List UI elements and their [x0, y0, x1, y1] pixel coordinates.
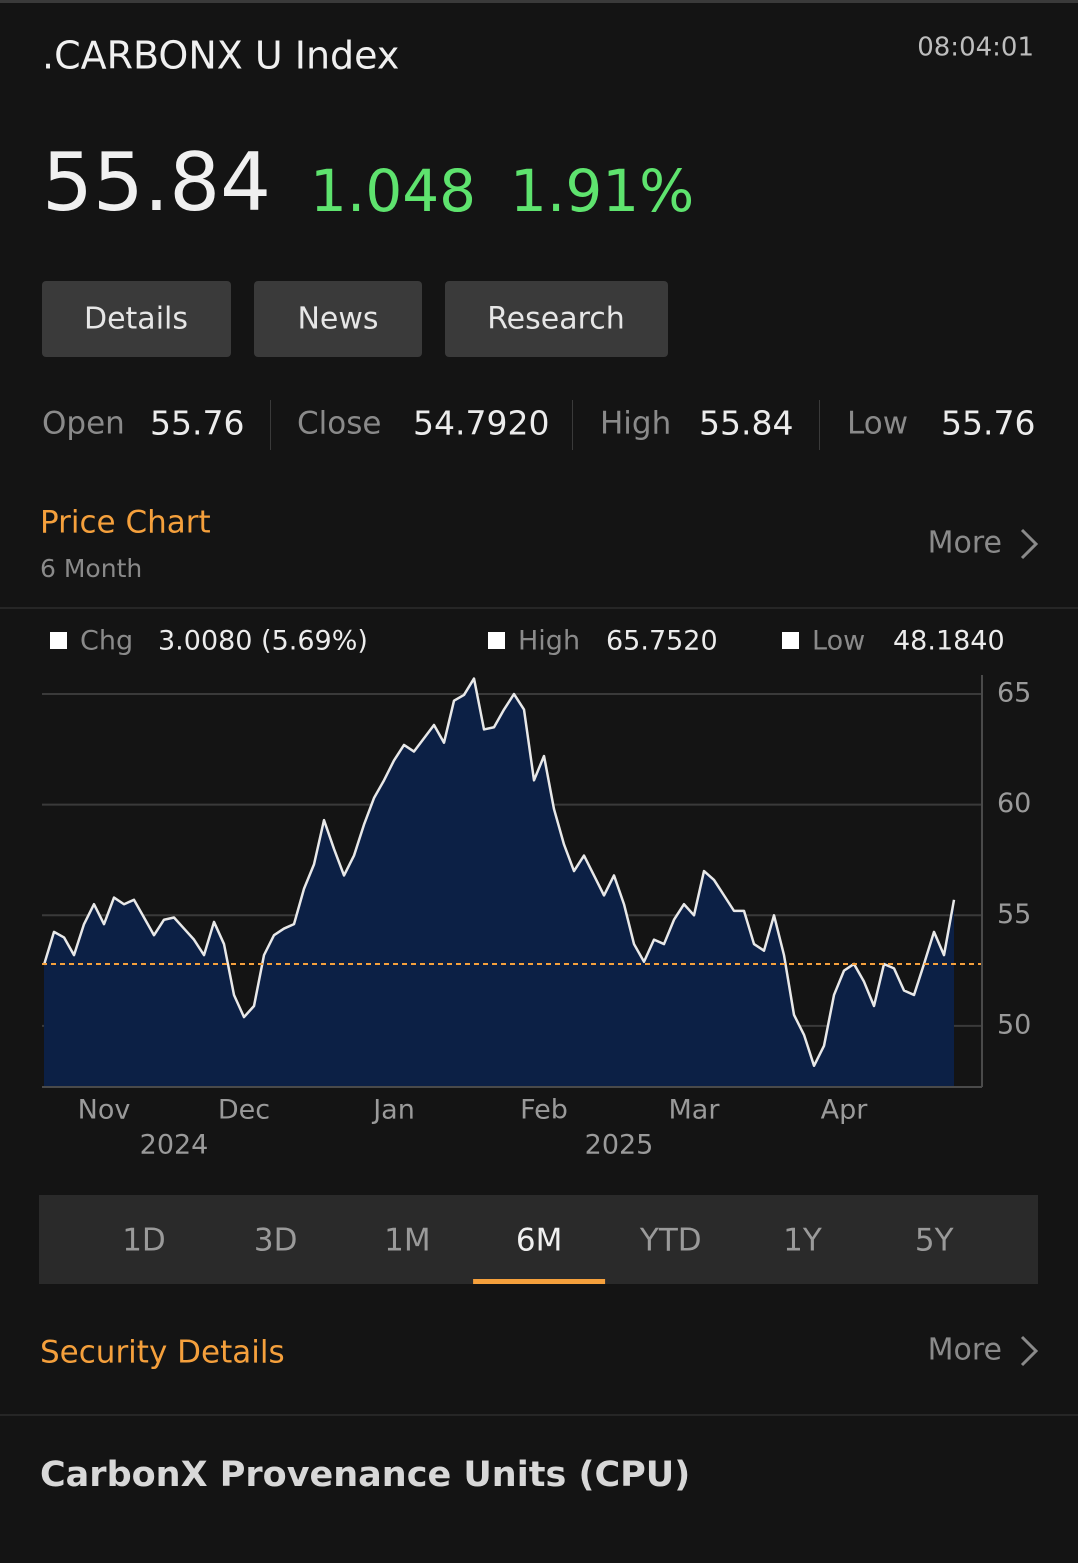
x-tick-label: Feb [520, 1095, 568, 1126]
range-option[interactable]: 1D [122, 1223, 166, 1259]
divider [572, 400, 573, 450]
stats-row: Open 55.76 Close 54.7920 High 55.84 Low … [42, 400, 1035, 450]
legend-swatch [488, 632, 505, 649]
legend-value: 65.7520 [606, 626, 718, 657]
range-option[interactable]: 1Y [783, 1223, 822, 1259]
tab-bar: Details News Research [42, 281, 668, 357]
stat-label: High [600, 406, 671, 442]
stat-value: 55.76 [941, 404, 1035, 443]
more-link[interactable]: More [928, 1333, 1002, 1368]
stat-label: Open [42, 406, 125, 442]
separator [0, 607, 1078, 609]
x-tick-label: Mar [669, 1095, 721, 1126]
x-tick-label: Nov [78, 1095, 131, 1126]
price-chart: Chg 3.0080 (5.69%) High 65.7520 Low 48.1840 50… [42, 626, 1031, 1161]
legend-label: Chg [80, 626, 133, 657]
year-label: 2025 [585, 1130, 654, 1161]
range-option[interactable]: 3D [254, 1223, 298, 1259]
legend-swatch [782, 632, 799, 649]
range-option[interactable]: YTD [639, 1223, 702, 1259]
stat-label: Close [297, 406, 381, 442]
range-selector: 1D 3D 1M 6M YTD 1Y 5Y [122, 1223, 954, 1284]
more-link[interactable]: More [928, 526, 1002, 561]
top-edge [0, 0, 1078, 3]
legend-label: High [518, 626, 580, 657]
time: 08:04:01 [917, 33, 1034, 63]
chevron[interactable] [1020, 1335, 1039, 1367]
price: 55.84 [42, 136, 271, 229]
range-bar [39, 1195, 1038, 1284]
legend-label: Low [812, 626, 865, 657]
y-tick-label: 50 [997, 1009, 1031, 1040]
stat-value: 55.76 [150, 404, 244, 443]
separator [0, 1414, 1078, 1416]
section-title: Security Details [40, 1335, 285, 1371]
x-tick-label: Dec [218, 1095, 270, 1126]
section-subtitle: 6 Month [40, 554, 142, 583]
x-tick-label: Apr [821, 1095, 869, 1126]
x-tick-label: Jan [371, 1095, 415, 1126]
legend-value: 3.0080 (5.69%) [158, 626, 368, 657]
y-tick-label: 60 [997, 788, 1031, 819]
section-title: Price Chart [40, 505, 211, 541]
change-pct: 1.91% [510, 157, 694, 225]
area-fill [44, 678, 954, 1087]
tab-button[interactable] [254, 281, 422, 357]
stat-value: 54.7920 [413, 404, 549, 443]
tab-button[interactable] [42, 281, 231, 357]
tab-label[interactable]: Research [487, 302, 625, 337]
stat-value: 55.84 [699, 404, 793, 443]
range-option[interactable]: 6M [516, 1223, 562, 1259]
tab-button[interactable] [445, 281, 668, 357]
tab-label[interactable]: News [297, 302, 378, 337]
range-option[interactable]: 1M [384, 1223, 430, 1259]
y-tick-label: 65 [997, 678, 1031, 709]
stat-label: Low [847, 406, 908, 442]
divider [819, 400, 820, 450]
tab-label[interactable]: Details [84, 302, 188, 337]
security-name: CarbonX Provenance Units (CPU) [40, 1455, 690, 1495]
legend-swatch [50, 632, 67, 649]
chevron[interactable] [1020, 528, 1039, 560]
change: 1.048 [310, 157, 476, 225]
year-label: 2024 [140, 1130, 209, 1161]
divider [270, 400, 271, 450]
range-option[interactable]: 5Y [915, 1223, 954, 1259]
range-underline [473, 1279, 606, 1284]
y-tick-label: 55 [997, 899, 1031, 930]
legend-value: 48.1840 [893, 626, 1005, 657]
price-line [42, 677, 956, 1068]
index-title: .CARBONX U Index [42, 34, 399, 78]
